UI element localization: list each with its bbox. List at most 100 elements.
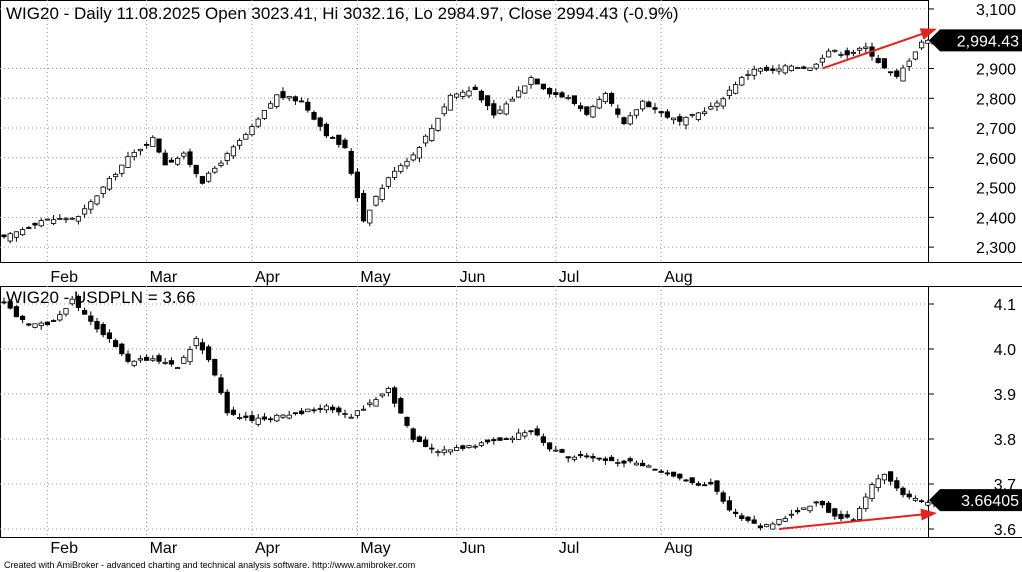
candle-body xyxy=(881,58,888,69)
candle-body xyxy=(472,445,478,448)
candle-body xyxy=(708,106,714,110)
candle-body xyxy=(509,437,516,441)
month-label: Apr xyxy=(255,540,281,557)
candle-body xyxy=(807,67,813,71)
last-value-text: 3.66405 xyxy=(961,493,1019,510)
candle-body xyxy=(460,91,466,97)
candle-body xyxy=(44,321,51,326)
candle-body xyxy=(100,324,106,336)
candle-body xyxy=(75,295,81,308)
candle-body xyxy=(398,398,404,414)
candle-body xyxy=(733,511,739,514)
candle-body xyxy=(286,96,292,99)
candle-body xyxy=(602,458,609,461)
candle-body xyxy=(360,408,367,411)
month-label: Jul xyxy=(559,269,579,286)
candle-body xyxy=(75,216,81,222)
candle-body xyxy=(547,88,553,95)
candle-body xyxy=(751,519,757,524)
candle-body xyxy=(912,498,919,501)
candle-body xyxy=(311,409,317,412)
candle-body xyxy=(726,89,733,96)
trendline-arrowhead xyxy=(919,28,937,40)
candle-body xyxy=(615,462,621,464)
candle-body xyxy=(305,408,311,413)
candle-body xyxy=(360,192,367,222)
candle-body xyxy=(150,136,156,147)
month-label: Aug xyxy=(664,540,692,557)
price-x-axis: Feb Mar Apr May Jun Jul Aug xyxy=(50,269,692,286)
candle-body xyxy=(894,480,900,489)
candle-body xyxy=(379,188,385,200)
ratio-grid xyxy=(0,286,928,538)
candle-body xyxy=(435,451,441,454)
y-tick-label: 2,500 xyxy=(976,181,1016,198)
candle-body xyxy=(218,162,224,166)
price-last-value-label: 2,994.43 xyxy=(929,29,1022,52)
candle-body xyxy=(627,458,633,462)
candle-body xyxy=(13,306,19,318)
ratio-x-axis: Feb Mar Apr May Jun Jul Aug xyxy=(50,540,692,557)
candle-body xyxy=(267,103,274,109)
candle-body xyxy=(491,103,497,116)
candle-body xyxy=(143,356,150,361)
candle-body xyxy=(590,456,596,459)
candle-body xyxy=(652,468,658,471)
candle-body xyxy=(156,138,162,153)
y-tick-label: 4.1 xyxy=(994,297,1016,314)
candle-body xyxy=(57,217,63,220)
candle-body xyxy=(391,170,398,178)
candle-body xyxy=(261,416,268,420)
candle-body xyxy=(745,516,751,521)
candle-body xyxy=(652,107,658,110)
price-grid xyxy=(0,0,928,262)
candle-body xyxy=(912,51,919,60)
candle-body xyxy=(143,144,150,146)
y-tick-label: 2,400 xyxy=(976,210,1016,227)
candle-body xyxy=(770,523,776,530)
candle-body xyxy=(82,309,88,315)
candle-body xyxy=(850,51,857,54)
candle-body xyxy=(100,186,106,194)
candle-body xyxy=(274,414,280,422)
candle-body xyxy=(336,134,342,145)
candle-body xyxy=(342,139,348,149)
candle-body xyxy=(187,151,193,165)
candle-body xyxy=(894,70,900,77)
candle-body xyxy=(733,84,739,94)
candle-body xyxy=(336,407,342,413)
candle-body xyxy=(534,78,540,85)
month-label: Jun xyxy=(460,269,486,286)
candle-body xyxy=(69,298,75,305)
candle-body xyxy=(38,322,44,326)
candle-body xyxy=(224,391,230,414)
candle-body xyxy=(249,126,255,136)
candle-body xyxy=(788,65,795,72)
candle-body xyxy=(906,60,912,67)
candle-body xyxy=(19,315,26,321)
candle-body xyxy=(106,332,112,340)
y-tick-label: 3,100 xyxy=(976,2,1016,19)
y-tick-label: 2,300 xyxy=(976,240,1016,257)
candle-body xyxy=(596,99,602,109)
month-label: Aug xyxy=(664,269,692,286)
candle-body xyxy=(807,505,813,512)
candle-body xyxy=(181,356,187,364)
candle-body xyxy=(497,109,503,114)
candle-body xyxy=(602,93,609,103)
candle-body xyxy=(770,68,776,71)
candle-body xyxy=(596,457,602,460)
candle-body xyxy=(509,98,516,102)
candle-body xyxy=(255,417,261,425)
candle-body xyxy=(664,111,671,118)
panel-frames xyxy=(0,0,1022,538)
month-label: Feb xyxy=(50,269,78,286)
candle-body xyxy=(69,217,75,220)
candle-body xyxy=(168,360,174,365)
month-label: Mar xyxy=(150,540,178,557)
candle-body xyxy=(429,447,435,450)
candle-body xyxy=(274,94,280,107)
candle-body xyxy=(739,77,745,86)
footer-credit: Created with AmiBroker - advanced charti… xyxy=(4,560,415,570)
